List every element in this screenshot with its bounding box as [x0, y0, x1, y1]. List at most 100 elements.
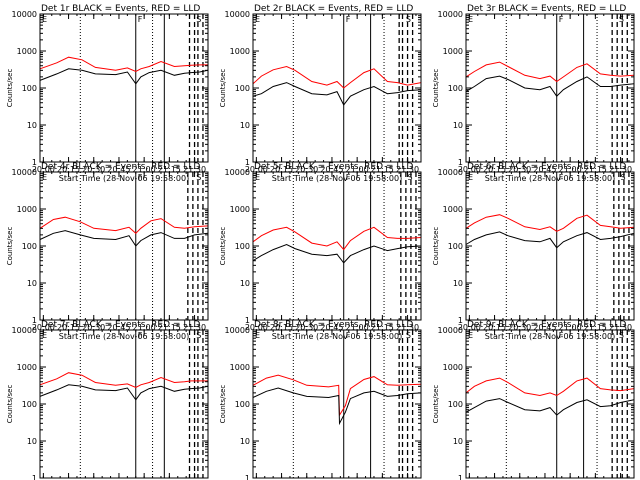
x-tick-label: 21:30: [183, 165, 206, 174]
x-tick-label: 21:15: [158, 165, 181, 174]
x-tick-label: 20:15: [270, 165, 293, 174]
y-axis-label: Counts/sec: [6, 69, 14, 108]
marker-label-e: E: [468, 331, 473, 340]
y-tick-label: 1000: [443, 205, 463, 214]
y-tick-label: 10: [240, 279, 250, 288]
x-tick-label: 21:15: [584, 323, 607, 332]
y-tick-label: 1: [245, 158, 250, 167]
x-tick-label: 20:30: [82, 323, 105, 332]
marker-label-f: F: [346, 331, 351, 340]
x-tick-label: 21:00: [133, 323, 156, 332]
y-tick-label: 1000: [443, 363, 463, 372]
lld-series-line: [39, 372, 208, 389]
lld-series-line: [465, 214, 635, 232]
y-tick-label: 1: [245, 316, 250, 325]
panel-title: Det 2r BLACK = Events, RED = LLD: [254, 4, 413, 14]
marker-label-f: F: [138, 173, 143, 182]
marker-label-f: F: [346, 15, 351, 24]
x-tick-label: 20:00: [32, 165, 55, 174]
x-tick-label: 21:00: [346, 323, 369, 332]
panel-title: Det 4r BLACK = Events, RED = LLD: [41, 162, 200, 172]
marker-label-e: E: [42, 15, 47, 24]
y-axis-label: Counts/sec: [432, 385, 440, 424]
marker-label-e: E: [255, 15, 260, 24]
x-axis-label: Start Time (28-Nov-06 19:58:00): [485, 174, 615, 183]
events-series-line: [39, 230, 209, 247]
y-tick-label: 10: [453, 121, 463, 130]
y-axis-label: Counts/sec: [219, 385, 227, 424]
y-tick-label: 10: [27, 121, 37, 130]
x-tick-label: 20:30: [508, 165, 531, 174]
x-tick-label: 20:45: [107, 323, 130, 332]
x-tick-label: 20:15: [57, 165, 80, 174]
panel-title: Det 7r BLACK = Events, RED = LLD: [41, 320, 200, 330]
x-tick-label: 21:30: [609, 323, 632, 332]
y-tick-label: 10000: [225, 326, 250, 335]
y-tick-label: 100: [22, 242, 37, 251]
x-axis-label: Start Time (28-Nov-06 19:58:00): [272, 332, 402, 341]
y-tick-label: 100: [448, 84, 463, 93]
y-tick-label: 1: [32, 474, 37, 480]
marker-label-f: F: [346, 173, 351, 182]
y-tick-label: 1000: [17, 47, 37, 56]
y-tick-label: 10: [27, 279, 37, 288]
marker-label-s: S: [619, 331, 624, 340]
x-tick-label: 21:30: [396, 165, 419, 174]
x-tick-label: 20:45: [533, 323, 556, 332]
x-tick-label: 20:00: [245, 165, 268, 174]
y-tick-label: 100: [235, 242, 250, 251]
x-axis-label: Start Time (28-Nov-06 19:58:00): [59, 332, 189, 341]
y-tick-label: 100: [235, 84, 250, 93]
marker-label-f: F: [559, 331, 564, 340]
marker-label-f: F: [559, 15, 564, 24]
x-tick-label: 21:30: [396, 323, 419, 332]
marker-label-e: E: [468, 15, 473, 24]
y-tick-label: 1000: [443, 47, 463, 56]
marker-label-e: E: [42, 173, 47, 182]
marker-label-e: E: [42, 331, 47, 340]
x-tick-label: 20:00: [458, 323, 481, 332]
x-tick-label: 20:45: [533, 165, 556, 174]
events-series-line: [252, 243, 422, 264]
y-tick-label: 10000: [225, 10, 250, 19]
marker-label-s: S: [619, 15, 624, 24]
x-tick-label: 21:30: [609, 165, 632, 174]
y-tick-label: 10000: [12, 10, 37, 19]
panel-title: Det 8r BLACK = Events, RED = LLD: [254, 320, 413, 330]
y-tick-label: 100: [235, 400, 250, 409]
marker-label-e: E: [468, 173, 473, 182]
events-series-line: [252, 387, 422, 426]
x-tick-label: 21:30: [183, 323, 206, 332]
y-tick-label: 1000: [17, 205, 37, 214]
lld-series-line: [39, 56, 208, 73]
x-tick-label: 21:15: [158, 323, 181, 332]
x-tick-label: 20:00: [458, 165, 481, 174]
y-tick-label: 1: [32, 316, 37, 325]
events-series-line: [39, 68, 209, 85]
x-tick-label: 21:15: [584, 165, 607, 174]
y-tick-label: 1: [458, 474, 463, 480]
x-tick-label: 21:00: [559, 323, 582, 332]
x-tick-label: 20:45: [320, 165, 343, 174]
y-axis-label: Counts/sec: [6, 385, 14, 424]
x-tick-label: 20:45: [320, 323, 343, 332]
lld-series-line: [252, 65, 422, 89]
y-tick-label: 1: [245, 474, 250, 480]
y-tick-label: 1000: [230, 363, 250, 372]
marker-label-s: S: [406, 331, 411, 340]
y-axis-label: Counts/sec: [219, 227, 227, 266]
x-axis-label: Start Time (28-Nov-06 19:58:00): [272, 174, 402, 183]
y-axis-label: Counts/sec: [432, 69, 440, 108]
marker-label-s: S: [406, 15, 411, 24]
x-tick-label: 21:00: [559, 165, 582, 174]
marker-label-e: E: [255, 173, 260, 182]
y-tick-label: 10000: [438, 168, 463, 177]
y-tick-label: 10000: [438, 10, 463, 19]
